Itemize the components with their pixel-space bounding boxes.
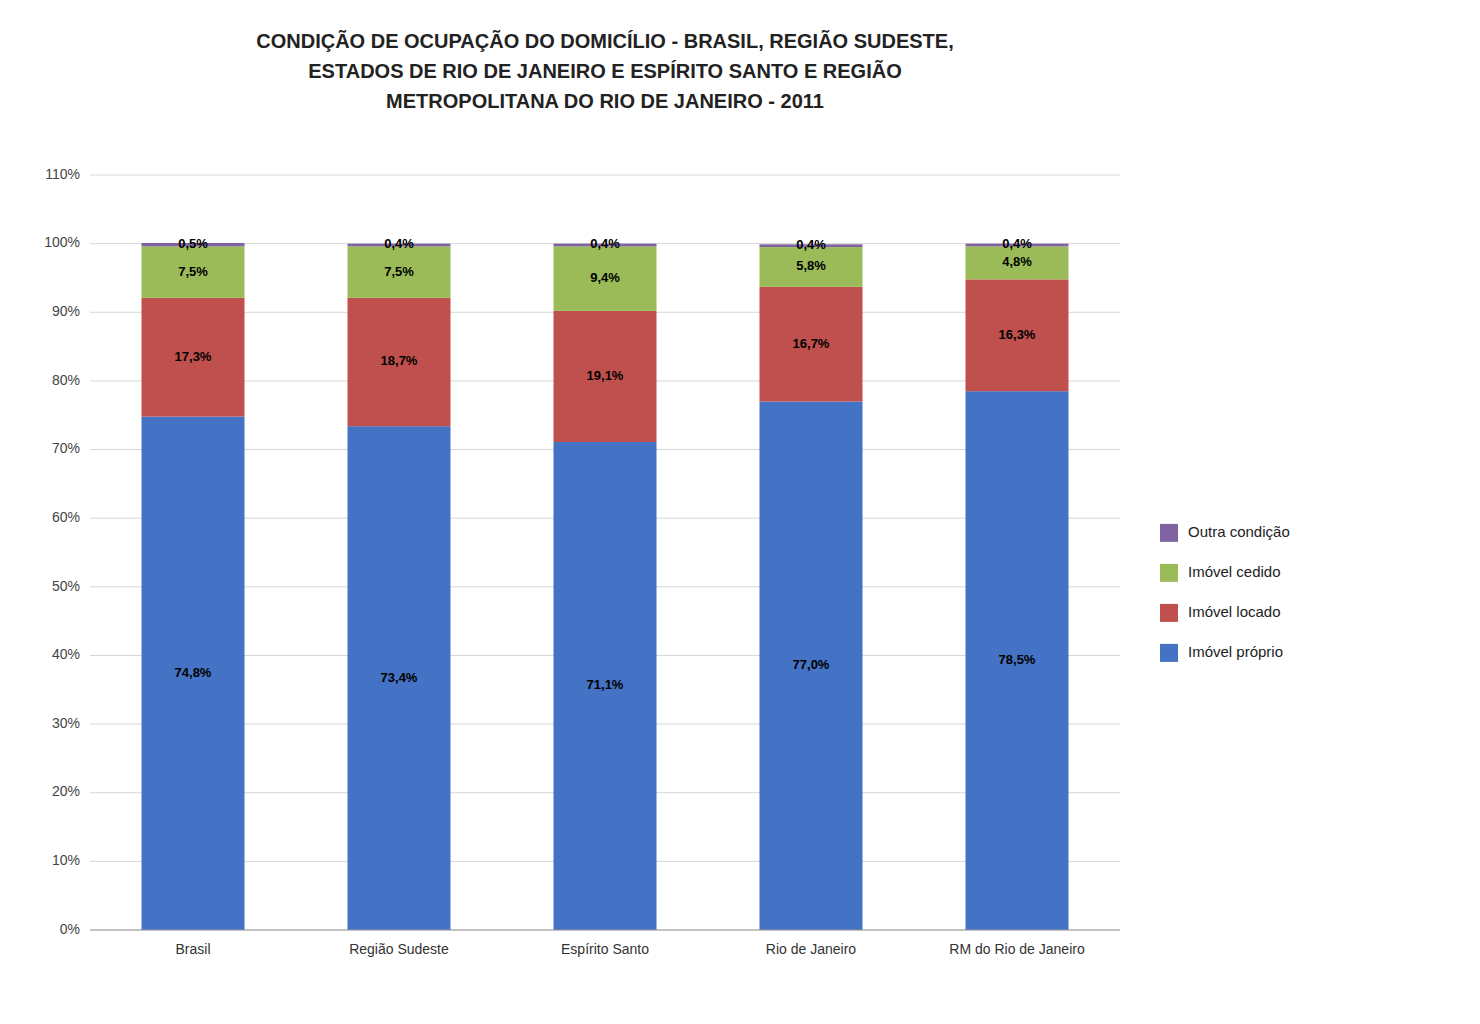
legend-label: Imóvel próprio [1188,643,1283,660]
y-tick-label: 20% [52,783,80,799]
bar-segment [554,246,657,311]
data-label: 74,8% [175,665,212,680]
chart: CONDIÇÃO DE OCUPAÇÃO DO DOMICÍLIO - BRAS… [0,0,1480,1024]
data-label: 18,7% [381,353,418,368]
bar-segment [760,247,863,287]
x-tick-label: RM do Rio de Janeiro [949,941,1085,957]
legend-label: Outra condição [1188,523,1290,540]
data-label: 7,5% [178,264,208,279]
bar-segment [554,442,657,930]
y-tick-label: 60% [52,509,80,525]
data-label: 5,8% [796,258,826,273]
bar-segment [348,246,451,297]
data-label: 78,5% [999,652,1036,667]
data-label: 0,4% [384,236,414,251]
x-axis: Brasil Região Sudeste Espírito Santo Rio de… [90,930,1120,957]
x-tick-label: Rio de Janeiro [766,941,856,957]
data-label: 17,3% [175,349,212,364]
data-label: 16,7% [793,336,830,351]
data-label: 0,5% [178,236,208,251]
legend-label: Imóvel cedido [1188,563,1281,580]
data-label: 9,4% [590,270,620,285]
bar-segment [142,246,245,297]
data-label: 16,3% [999,327,1036,342]
y-tick-label: 40% [52,646,80,662]
legend-swatch [1160,524,1178,542]
data-label: 0,4% [1002,236,1032,251]
y-tick-label: 90% [52,303,80,319]
legend: Outra condição Imóvel cedido Imóvel locado… [1160,523,1290,662]
bar-segment [760,402,863,931]
grid-line [90,930,1120,931]
y-tick-label: 10% [52,852,80,868]
x-tick-label: Região Sudeste [349,941,449,957]
data-label: 71,1% [587,677,624,692]
y-axis: 0% 10% 20% 30% 40% 50% 60% 70% 80% 90% 100% 110% [44,166,1120,937]
legend-swatch [1160,564,1178,582]
bar-segment [142,417,245,930]
legend-swatch [1160,644,1178,662]
y-tick-label: 0% [60,921,80,937]
bar-segment [554,311,657,442]
bars [142,243,1069,930]
y-tick-label: 100% [44,234,80,250]
y-tick-label: 30% [52,715,80,731]
x-tick-label: Espírito Santo [561,941,649,957]
bar-segment [966,391,1069,930]
bar-segment [348,426,451,930]
legend-label: Imóvel locado [1188,603,1281,620]
bar-segment [966,279,1069,391]
data-label: 77,0% [793,657,830,672]
y-tick-label: 80% [52,372,80,388]
bar-segment [760,287,863,402]
data-label: 7,5% [384,264,414,279]
data-labels: 74,8% 73,4% 71,1% 77,0% 78,5% 17,3% 18,7% 19,1%… [175,236,1036,692]
data-label: 19,1% [587,368,624,383]
y-tick-label: 110% [45,166,80,182]
x-tick-label: Brasil [175,941,210,957]
data-label: 0,4% [590,236,620,251]
grid-line [90,175,1120,176]
data-label: 4,8% [1002,254,1032,269]
x-axis-line [90,930,1120,931]
title: CONDIÇÃO DE OCUPAÇÃO DO DOMICÍLIO - BRAS… [256,30,953,112]
legend-swatch [1160,604,1178,622]
data-label: 0,4% [796,237,826,252]
data-label: 73,4% [381,670,418,685]
bar-segment [142,298,245,417]
bar-segment [348,298,451,426]
y-tick-label: 50% [52,578,80,594]
y-tick-label: 70% [52,440,80,456]
chart-container: CONDIÇÃO DE OCUPAÇÃO DO DOMICÍLIO - BRAS… [0,0,1480,1024]
